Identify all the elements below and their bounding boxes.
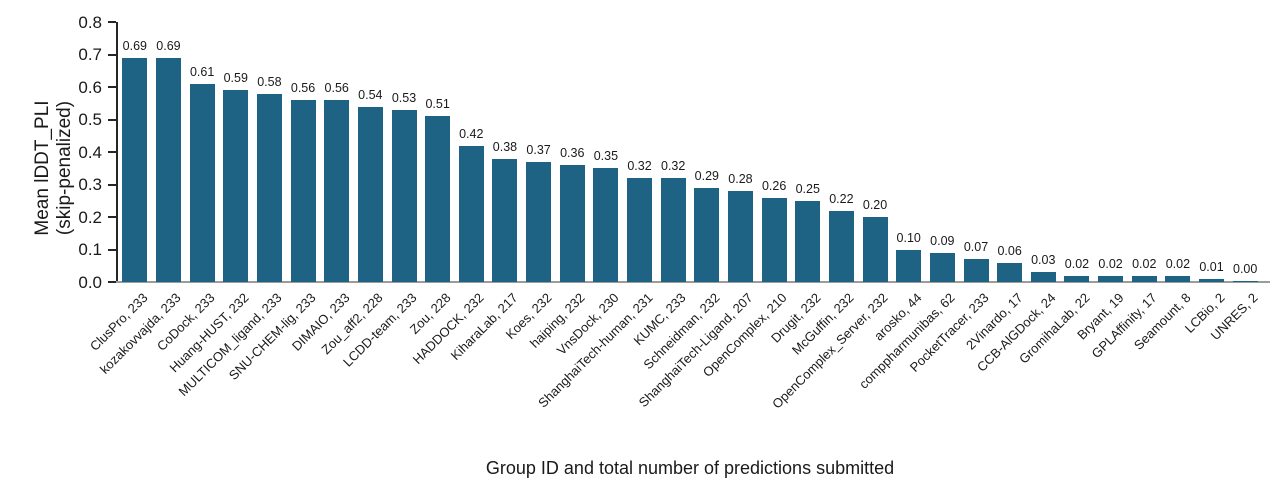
y-tick-label: 0.5 <box>78 110 102 129</box>
bar-value-label: 0.03 <box>1031 253 1056 268</box>
bar-value-label: 0.35 <box>593 149 619 164</box>
bar <box>593 168 619 282</box>
bar-value-label: 0.42 <box>459 126 484 141</box>
bar-value-label: 0.09 <box>930 233 955 248</box>
bar-value-label: 0.32 <box>627 159 652 173</box>
y-tick-mark <box>108 248 116 251</box>
bar <box>357 106 383 282</box>
bar <box>1064 275 1090 282</box>
bar <box>627 178 653 282</box>
bar-value-label: 0.29 <box>694 168 719 183</box>
bar-value-label: 0.36 <box>560 146 585 160</box>
bar <box>256 93 282 282</box>
bar-value-label: 0.54 <box>358 87 383 102</box>
bar-value-label: 0.56 <box>290 81 316 95</box>
bar <box>1030 272 1056 282</box>
bar <box>1098 275 1124 282</box>
bar <box>458 145 484 282</box>
bar <box>425 116 451 282</box>
bar-value-label: 0.28 <box>728 172 753 186</box>
y-tick-label: 0.3 <box>78 175 102 194</box>
bar <box>1131 275 1157 282</box>
bar-value-label: 0.69 <box>156 38 181 53</box>
y-tick-label: 0.4 <box>78 142 102 162</box>
bar-value-label: 0.20 <box>862 198 888 212</box>
bar <box>997 262 1023 282</box>
bar-value-label: 0.58 <box>257 74 282 89</box>
bar-value-label: 0.25 <box>795 181 820 196</box>
bar-value-label: 0.07 <box>963 240 989 255</box>
bar <box>1165 275 1191 282</box>
bar <box>694 187 720 282</box>
bar <box>795 200 821 282</box>
plot-area: 0.0 0.1 0.2 0.3 0.4 0.5 0.6 0.7 0.8 0.69 0.69 0.61… <box>78 13 1270 411</box>
bar <box>896 249 922 282</box>
bar <box>828 210 854 282</box>
x-axis-line <box>112 281 1270 283</box>
bar <box>223 90 249 282</box>
bar <box>391 109 417 282</box>
y-tick-label: 0.0 <box>78 272 102 292</box>
x-axis-title: Group ID and total number of predictions… <box>485 458 895 478</box>
bar-value-label: 0.61 <box>189 64 215 79</box>
bar <box>290 100 316 282</box>
bar-value-label: 0.69 <box>122 38 147 53</box>
y-axis-title-line1: Mean lDDT_PLI <box>32 100 53 236</box>
bar <box>1232 281 1258 282</box>
y-tick-mark <box>108 281 116 283</box>
bar <box>492 158 518 282</box>
y-tick-mark <box>108 53 116 56</box>
bar-value-label: 0.37 <box>526 142 551 157</box>
y-axis-line <box>116 22 118 283</box>
bar <box>189 83 215 282</box>
y-tick-mark <box>108 86 116 88</box>
y-tick-label: 0.2 <box>78 207 102 227</box>
y-tick-label: 0.1 <box>78 240 102 259</box>
bar <box>155 57 181 282</box>
y-tick-mark <box>108 151 116 153</box>
bar-value-label: 0.32 <box>661 159 686 173</box>
bar <box>963 259 989 282</box>
y-axis-title: Mean lDDT_PLI (skip-penalized) <box>32 100 76 235</box>
bar-value-label: 0.02 <box>1098 256 1123 271</box>
y-tick-label: 0.7 <box>78 45 102 64</box>
bar-value-label: 0.01 <box>1199 259 1224 274</box>
bar <box>526 161 552 282</box>
bar <box>761 197 787 282</box>
y-tick-mark <box>108 183 116 186</box>
bar-value-label: 0.59 <box>223 71 248 86</box>
bar-value-label: 0.02 <box>1064 256 1090 271</box>
bar-value-label: 0.02 <box>1132 256 1157 271</box>
bar <box>660 178 686 282</box>
y-tick-label: 0.8 <box>78 12 102 32</box>
bar-value-label: 0.00 <box>1233 262 1258 276</box>
bar-value-label: 0.02 <box>1165 256 1191 271</box>
y-tick-mark <box>108 21 116 23</box>
bar <box>862 217 888 282</box>
y-tick-label: 0.6 <box>78 77 102 97</box>
bar <box>727 191 753 282</box>
bar <box>929 252 955 282</box>
bar <box>559 165 585 282</box>
bar-value-label: 0.22 <box>829 191 854 206</box>
y-tick-mark <box>108 216 116 218</box>
bar-value-label: 0.26 <box>761 178 787 193</box>
bar-value-label: 0.56 <box>324 81 349 95</box>
y-axis-title-line2: (skip-penalized) <box>54 100 75 236</box>
y-tick-mark <box>108 118 116 121</box>
bar <box>1199 278 1225 282</box>
bar-value-label: 0.10 <box>896 230 921 245</box>
bar-value-label: 0.51 <box>425 97 450 112</box>
bar-value-label: 0.06 <box>997 243 1022 258</box>
bar-value-label: 0.53 <box>391 90 417 105</box>
bar-value-label: 0.38 <box>492 139 518 154</box>
bar <box>122 57 148 282</box>
bar <box>324 100 350 282</box>
